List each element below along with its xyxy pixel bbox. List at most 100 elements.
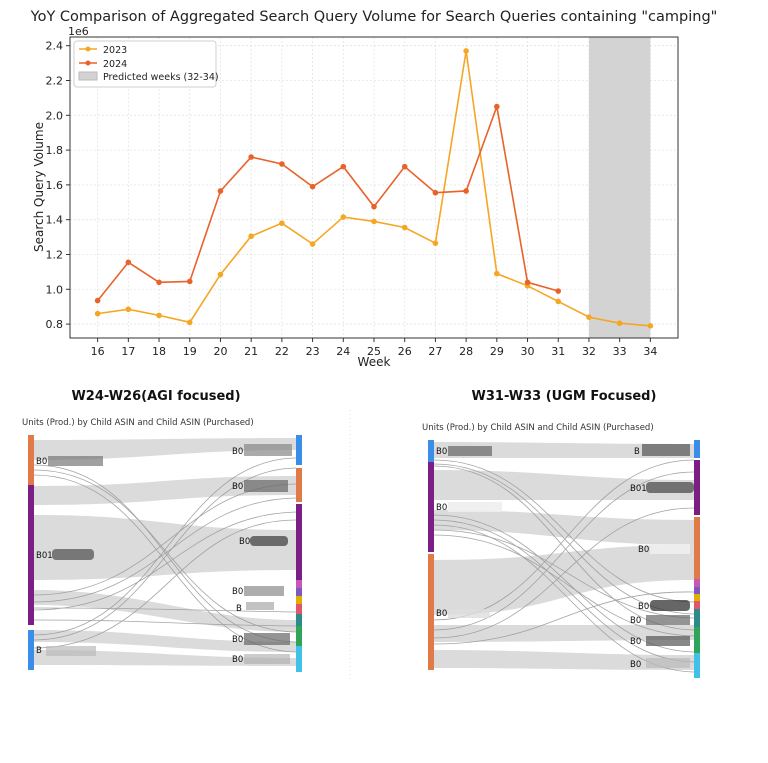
x-tick-label: 25 xyxy=(367,345,381,358)
flow xyxy=(434,442,694,458)
target-label: B0 xyxy=(638,602,649,612)
target-node-green xyxy=(694,627,700,653)
predicted-weeks-region xyxy=(588,37,651,338)
x-tick-label: 27 xyxy=(428,345,442,358)
data-point-2023 xyxy=(494,270,500,277)
redaction-blur xyxy=(448,609,490,618)
redaction-blur xyxy=(642,444,690,456)
y-tick-label: 1.2 xyxy=(46,248,64,261)
legend: 2023 2024 Predicted weeks (32-34) xyxy=(73,40,219,88)
line-chart: YoY Comparison of Aggregated Search Quer… xyxy=(30,9,718,369)
data-point-2024 xyxy=(340,163,347,170)
x-tick-label: 24 xyxy=(336,345,350,358)
data-point-2023 xyxy=(463,48,469,54)
target-node-red xyxy=(296,604,302,614)
target-node-violet xyxy=(296,588,302,596)
y-axis-label: Search Query Volume xyxy=(32,122,46,252)
source-node-blue xyxy=(28,630,34,670)
data-point-2024 xyxy=(401,163,408,170)
data-point-2023 xyxy=(432,240,439,246)
x-tick-label: 31 xyxy=(551,345,565,358)
target-node-teal xyxy=(296,614,302,626)
target-label: B0 xyxy=(638,545,649,555)
target-label: B0 xyxy=(630,637,641,647)
y-tick-label: 1.6 xyxy=(46,179,64,192)
source-node-purple xyxy=(28,485,34,625)
data-point-2023 xyxy=(616,320,623,327)
source-node-orange xyxy=(28,435,34,485)
x-tick-label: 17 xyxy=(121,345,135,358)
flow xyxy=(34,650,296,666)
target-label: B0 xyxy=(232,635,243,645)
data-point-2023 xyxy=(401,224,408,231)
redaction-blur xyxy=(52,549,94,560)
series-line-2023 xyxy=(97,50,651,327)
flow-line xyxy=(433,471,695,631)
y-ticks: 0.8 1.0 1.2 1.4 1.6 1.8 2.0 2.2 2.4 xyxy=(46,40,70,331)
data-point-2024 xyxy=(156,279,162,286)
x-tick-label: 26 xyxy=(398,345,412,358)
data-point-2024 xyxy=(186,278,193,285)
target-label: B0 xyxy=(239,537,250,547)
target-node-gold xyxy=(296,596,302,604)
flow xyxy=(434,470,694,500)
redaction-blur xyxy=(244,586,284,596)
legend-label-2023: 2023 xyxy=(103,45,127,56)
redaction-blur xyxy=(250,536,288,546)
legend-swatch-predicted xyxy=(78,71,98,81)
data-point-2024 xyxy=(494,103,500,110)
data-point-2023 xyxy=(94,310,101,317)
flow-line xyxy=(433,507,695,639)
y-tick-label: 2.4 xyxy=(46,40,64,53)
target-node-red xyxy=(694,601,700,609)
target-node-pink xyxy=(296,580,302,588)
flow-line xyxy=(33,457,297,636)
sankey-right-title: W31-W33 (UGM Focused) xyxy=(472,389,657,404)
source-node-blue xyxy=(428,440,434,462)
data-point-2023 xyxy=(125,306,132,313)
x-axis-label: Week xyxy=(358,355,391,369)
data-point-2023 xyxy=(279,220,285,226)
series-layer xyxy=(94,48,654,329)
data-point-2024 xyxy=(279,161,285,167)
x-tick-label: 16 xyxy=(91,345,105,358)
target-node-violet xyxy=(694,587,700,594)
data-point-2023 xyxy=(371,218,377,225)
sankey-right-labels: B0 B0 B0 B B01 B0 B0 B0 B0 B0 xyxy=(436,444,694,670)
data-point-2023 xyxy=(586,314,592,320)
target-label: B0 xyxy=(630,616,641,626)
source-label: B0 xyxy=(36,457,47,467)
data-point-2024 xyxy=(555,288,562,294)
flow-line xyxy=(33,607,297,613)
x-tick-label: 28 xyxy=(459,345,473,358)
y-tick-label: 2.2 xyxy=(46,74,64,87)
data-point-2023 xyxy=(647,323,654,329)
redaction-blur xyxy=(244,654,290,664)
x-tick-label: 19 xyxy=(183,345,197,358)
source-label: B0 xyxy=(436,447,447,457)
data-point-2023 xyxy=(217,271,224,278)
x-ticks: 16 17 18 19 20 21 22 23 24 25 26 27 28 29 30 31 32 33 34 xyxy=(91,338,657,358)
data-point-2024 xyxy=(125,259,132,266)
x-tick-label: 22 xyxy=(275,345,289,358)
x-tick-label: 18 xyxy=(152,345,166,358)
sankey-left-labels: B0 B01 B B0 B0 B0 B0 B B0 B0 xyxy=(36,444,292,665)
sankey-right-panel: W31-W33 (UGM Focused) Units (Prod.) by C… xyxy=(422,389,700,678)
flow-line xyxy=(33,519,297,649)
redaction-blur xyxy=(650,600,690,611)
target-node-orange xyxy=(694,517,700,579)
data-point-2023 xyxy=(186,319,193,326)
chart-title: YoY Comparison of Aggregated Search Quer… xyxy=(30,9,718,25)
y-multiplier-label: 1e6 xyxy=(68,25,89,38)
x-tick-label: 29 xyxy=(490,345,504,358)
sankey-left-title: W24-W26(AGI focused) xyxy=(71,389,240,404)
data-point-2023 xyxy=(555,298,562,305)
data-point-2024 xyxy=(463,188,469,194)
flow xyxy=(34,476,296,505)
target-label: B0 xyxy=(232,655,243,665)
redaction-blur xyxy=(448,446,492,456)
series-line-2024 xyxy=(97,103,559,302)
flow xyxy=(434,650,694,670)
sankey-left-subtitle: Units (Prod.) by Child ASIN and Child AS… xyxy=(22,418,254,428)
flow xyxy=(34,630,296,652)
